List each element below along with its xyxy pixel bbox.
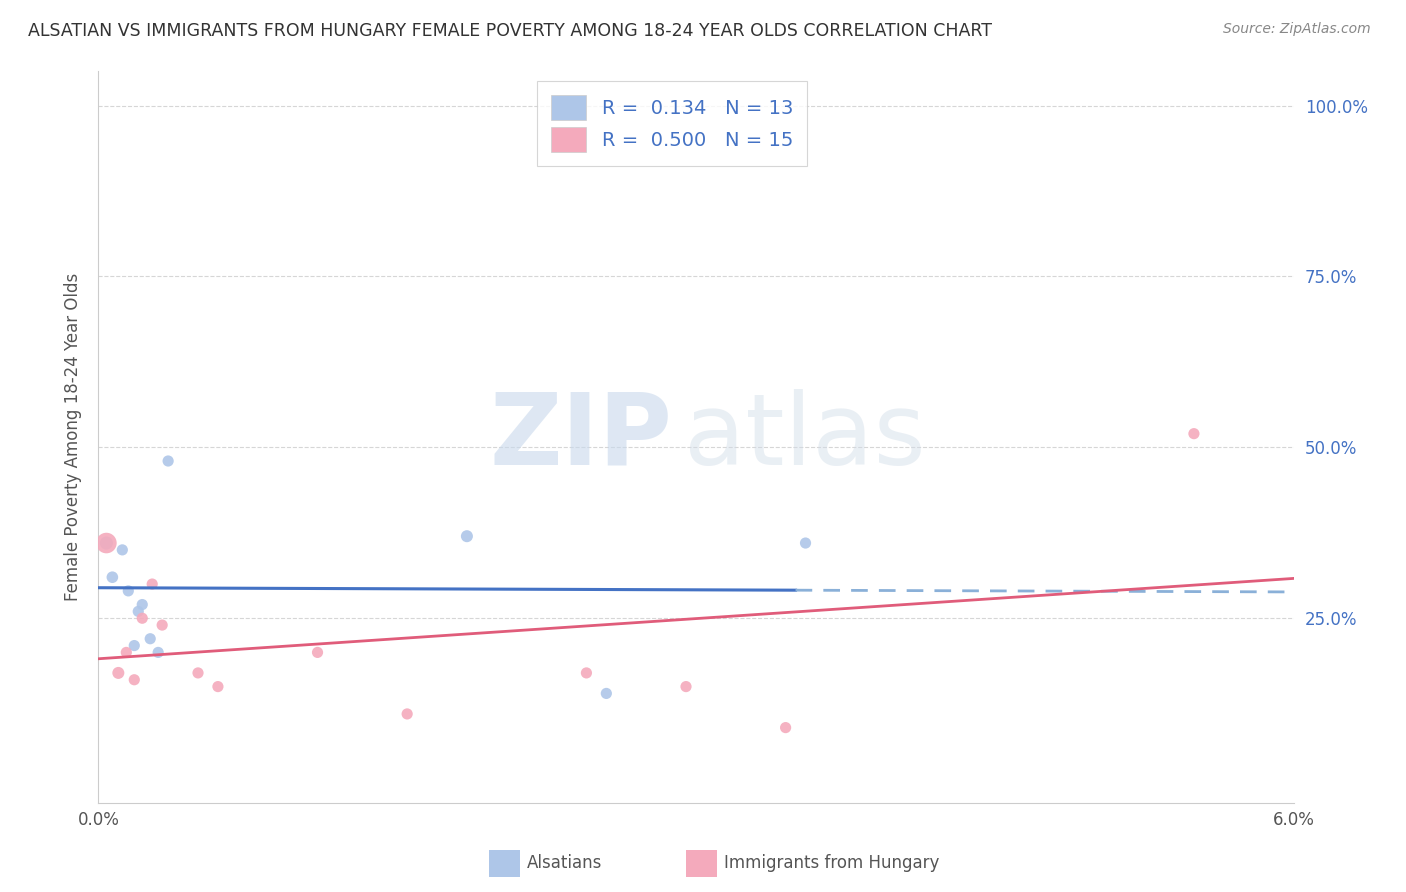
Point	[456, 529, 478, 543]
Point	[101, 570, 124, 584]
Point	[124, 639, 146, 653]
Point	[115, 645, 138, 659]
Legend: R =  0.134   N = 13, R =  0.500   N = 15: R = 0.134 N = 13, R = 0.500 N = 15	[537, 81, 807, 166]
Point	[187, 665, 209, 680]
Point	[139, 632, 162, 646]
Point	[127, 604, 149, 618]
Point	[575, 665, 598, 680]
Point	[157, 454, 180, 468]
Point	[131, 611, 153, 625]
Point	[131, 598, 153, 612]
Point	[111, 542, 134, 557]
Point	[141, 577, 163, 591]
Text: Alsatians: Alsatians	[527, 855, 603, 872]
Point	[124, 673, 146, 687]
Point	[1182, 426, 1205, 441]
Point	[775, 721, 797, 735]
Text: ZIP: ZIP	[489, 389, 672, 485]
Point	[396, 706, 419, 721]
Point	[150, 618, 173, 632]
Point	[595, 686, 617, 700]
Point	[96, 536, 118, 550]
Text: Source: ZipAtlas.com: Source: ZipAtlas.com	[1223, 22, 1371, 37]
Point	[148, 645, 170, 659]
Point	[675, 680, 697, 694]
Point	[207, 680, 229, 694]
Point	[107, 665, 129, 680]
Text: Immigrants from Hungary: Immigrants from Hungary	[724, 855, 939, 872]
Y-axis label: Female Poverty Among 18-24 Year Olds: Female Poverty Among 18-24 Year Olds	[63, 273, 82, 601]
Point	[794, 536, 817, 550]
Point	[96, 536, 118, 550]
Point	[307, 645, 329, 659]
Text: ALSATIAN VS IMMIGRANTS FROM HUNGARY FEMALE POVERTY AMONG 18-24 YEAR OLDS CORRELA: ALSATIAN VS IMMIGRANTS FROM HUNGARY FEMA…	[28, 22, 993, 40]
Point	[117, 583, 139, 598]
Text: atlas: atlas	[685, 389, 925, 485]
